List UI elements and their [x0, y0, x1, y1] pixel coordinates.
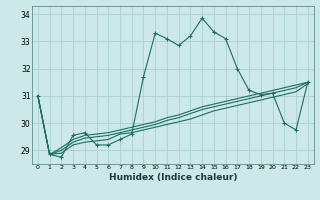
X-axis label: Humidex (Indice chaleur): Humidex (Indice chaleur)	[108, 173, 237, 182]
